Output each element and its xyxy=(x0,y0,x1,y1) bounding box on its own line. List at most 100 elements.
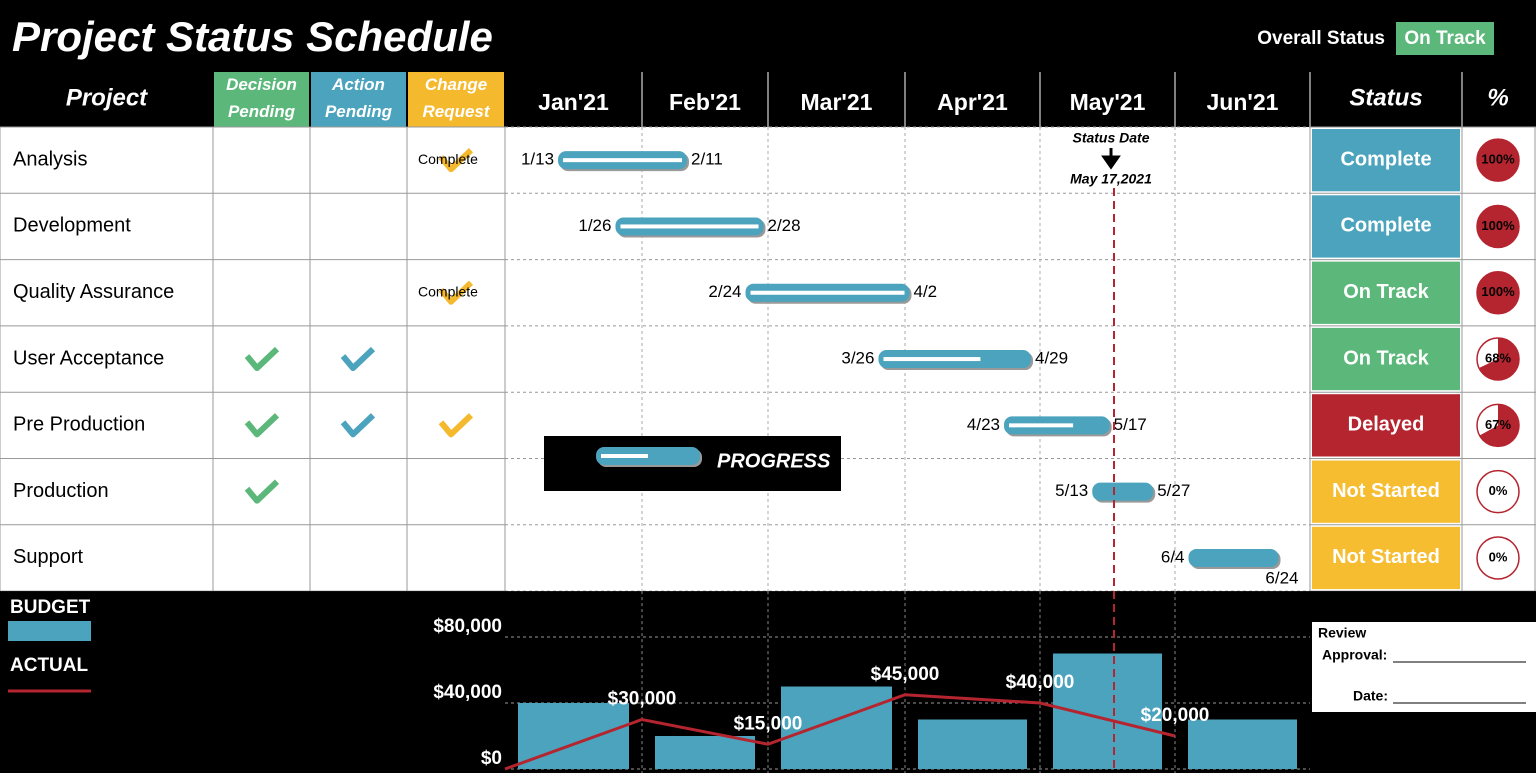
actual-line xyxy=(504,693,1176,771)
check-mark xyxy=(244,413,280,438)
percent-label: 0% xyxy=(1489,483,1508,498)
legend-label: PROGRESS xyxy=(717,450,831,472)
end-date: 5/17 xyxy=(1114,415,1147,434)
budget-bar xyxy=(655,736,755,769)
percent-pie xyxy=(1478,338,1519,381)
overall-label: Overall Status xyxy=(1257,28,1385,49)
check-mark xyxy=(340,346,376,372)
month-header: Jan'21 xyxy=(538,89,609,115)
status-cell xyxy=(1312,129,1460,192)
percent-pie xyxy=(1477,139,1519,182)
start-date: 6/4 xyxy=(1161,547,1185,566)
column-header: Decision Pending xyxy=(226,75,297,121)
progress-line xyxy=(563,158,682,163)
project-name: Development xyxy=(13,215,131,237)
percent-label: 68% xyxy=(1485,350,1511,365)
legend-name: BUDGET xyxy=(10,597,91,618)
end-date: 4/29 xyxy=(1035,349,1068,368)
project-name: Analysis xyxy=(13,148,87,170)
start-date: 2/24 xyxy=(708,282,741,301)
status-cell xyxy=(1312,394,1460,457)
progress-line xyxy=(750,290,905,295)
status-cell xyxy=(1312,460,1460,523)
end-date: 6/24 xyxy=(1265,568,1298,587)
check-mark xyxy=(244,346,280,372)
project-name: User Acceptance xyxy=(13,347,164,369)
change-label: Complete xyxy=(418,151,478,167)
project-name: Support xyxy=(13,546,83,568)
check-mark xyxy=(438,147,474,173)
progress-line xyxy=(601,454,648,458)
review-date: Date: xyxy=(1353,688,1388,704)
end-date: 2/28 xyxy=(768,216,801,235)
y-tick-label: $40,000 xyxy=(433,682,502,703)
value-label: $45,000 xyxy=(871,664,940,685)
progress-line xyxy=(620,224,759,229)
review-approval: Approval: xyxy=(1322,647,1387,663)
status: On Track xyxy=(1343,347,1429,369)
value-label: $20,000 xyxy=(1141,705,1210,726)
column-header-bg xyxy=(311,72,406,127)
month-header: Feb'21 xyxy=(669,89,741,115)
check-mark xyxy=(438,413,474,438)
change-label: Complete xyxy=(418,283,478,299)
status-cell xyxy=(1312,327,1460,391)
column-header: Change Request xyxy=(422,75,490,121)
start-date: 4/23 xyxy=(967,415,1000,434)
status: Complete xyxy=(1340,148,1431,170)
status: Delayed xyxy=(1348,414,1425,436)
percent-header: % xyxy=(1487,84,1508,111)
progress-line xyxy=(1009,423,1074,428)
month-header: Mar'21 xyxy=(801,89,873,115)
check-mark xyxy=(340,413,376,438)
column-header: Action Pending xyxy=(325,75,393,121)
status-cell xyxy=(1312,526,1460,590)
percent-label: 67% xyxy=(1485,417,1511,432)
status-arrow xyxy=(1101,148,1121,170)
value-label: $15,000 xyxy=(734,713,803,734)
column-header: Project xyxy=(66,84,148,111)
percent-label: 100% xyxy=(1481,152,1515,167)
month-header: Apr'21 xyxy=(937,89,1008,115)
start-date: 5/13 xyxy=(1055,481,1088,500)
status-date: May 17,2021 xyxy=(1070,171,1152,187)
title: Project Status Schedule xyxy=(12,13,493,60)
progress-line xyxy=(883,357,981,362)
status-header: Status xyxy=(1349,84,1422,111)
review-box xyxy=(1312,622,1536,712)
y-tick-label: $80,000 xyxy=(433,616,502,637)
end-date: 2/11 xyxy=(691,150,723,169)
percent-label: 100% xyxy=(1481,284,1515,299)
percent-label: 0% xyxy=(1489,549,1508,564)
status: Not Started xyxy=(1332,546,1440,568)
column-header-bg xyxy=(408,72,504,127)
percent-ring xyxy=(1476,469,1520,514)
percent-pie xyxy=(1479,404,1519,447)
check-mark xyxy=(244,479,280,504)
month-header: May'21 xyxy=(1070,89,1146,115)
gantt-bar xyxy=(1188,548,1279,567)
project-name: Quality Assurance xyxy=(13,281,174,303)
legend-swatch xyxy=(8,621,91,641)
y-tick-label: $0 xyxy=(481,748,502,769)
end-date: 4/2 xyxy=(914,282,938,301)
percent-ring xyxy=(1476,536,1520,580)
start-date: 1/26 xyxy=(578,216,611,235)
status: On Track xyxy=(1343,281,1429,303)
status-date-label: Status Date xyxy=(1072,130,1149,146)
project-name: Production xyxy=(13,480,109,502)
percent-pie xyxy=(1477,205,1519,248)
overall-status: On Track xyxy=(1404,28,1486,49)
overall-status-box xyxy=(1396,22,1494,55)
month-header: Jun'21 xyxy=(1207,89,1279,115)
budget-bar xyxy=(918,719,1027,769)
gantt-bar xyxy=(1092,482,1154,501)
check-mark xyxy=(438,280,474,305)
status: Not Started xyxy=(1332,480,1440,502)
value-label: $30,000 xyxy=(608,689,677,710)
project-name: Pre Production xyxy=(13,414,145,436)
start-date: 1/13 xyxy=(521,150,554,169)
status-cell xyxy=(1312,261,1460,324)
